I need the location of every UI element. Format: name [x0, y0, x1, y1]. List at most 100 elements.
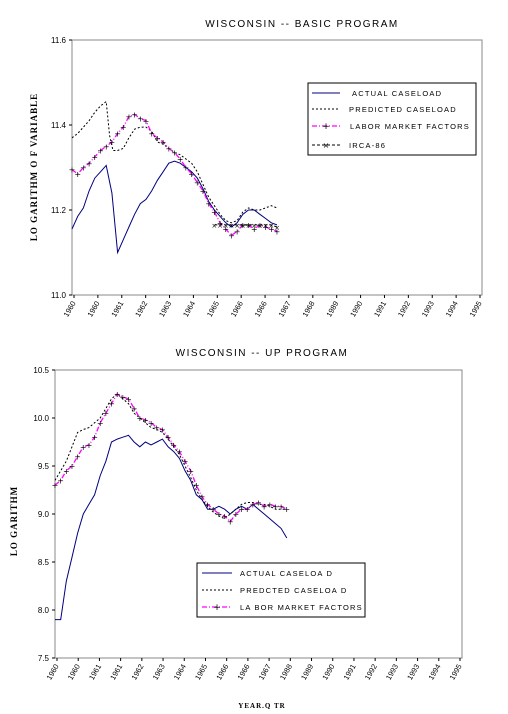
top-point-labor-market-factors: +	[114, 130, 121, 139]
top-point-irca-86: ×	[211, 222, 217, 230]
top-y-tick-label: 11.4	[51, 121, 67, 130]
bottom-series-predcted-caseloa-d	[54, 393, 287, 520]
top-x-tick-label: 1968	[300, 300, 316, 319]
top-y-tick-label: 11.2	[51, 206, 67, 215]
top-x-ticks: 1960 1960 1961 1962 1963 1964 1965 1966 1966 1967…	[62, 295, 484, 318]
bottom-point-la-bor-market-factors: +	[255, 498, 262, 507]
bottom-point-la-bor-market-factors: +	[199, 493, 206, 502]
top-x-tick-label: 1965	[205, 300, 221, 319]
bottom-point-la-bor-market-factors: +	[170, 441, 177, 450]
top-point-labor-market-factors: +	[251, 225, 258, 234]
bottom-chart: WISCONSIN -- UP PROGRAM LO GARITHM YEAR.…	[9, 348, 464, 710]
bottom-x-tick-label: 1994	[426, 663, 442, 682]
bottom-x-tick-label: 1960	[45, 663, 61, 682]
top-point-labor-market-factors: +	[126, 113, 133, 122]
bottom-point-la-bor-market-factors: +	[227, 518, 234, 527]
bottom-x-tick-label: 1966	[214, 663, 230, 682]
bottom-point-la-bor-market-factors: +	[69, 462, 76, 471]
top-legend-label-irca: IRCA-86	[349, 141, 386, 150]
top-point-labor-market-factors: +	[171, 149, 178, 158]
top-x-tick-label: 1964	[181, 300, 197, 319]
top-x-tick-label: 1992	[396, 300, 412, 319]
top-point-labor-market-factors: +	[239, 221, 246, 230]
bottom-point-la-bor-market-factors: +	[142, 416, 149, 425]
bottom-point-la-bor-market-factors: +	[261, 502, 268, 511]
top-point-irca-86: ×	[229, 222, 235, 230]
top-legend-box	[307, 82, 477, 156]
bottom-chart-title: WISCONSIN -- UP PROGRAM	[176, 348, 349, 359]
top-point-labor-market-factors: +	[148, 130, 155, 139]
top-point-labor-market-factors: +	[268, 225, 275, 234]
top-point-labor-market-factors: +	[131, 110, 138, 119]
top-point-irca-86: ×	[263, 222, 269, 230]
top-legend-label-predicted: PREDICTED CASELOAD	[349, 105, 457, 114]
bottom-point-la-bor-market-factors: +	[244, 505, 251, 514]
top-y-tick-label: 11.0	[51, 291, 67, 300]
top-chart-title: WISCONSIN -- BASIC PROGRAM	[205, 19, 398, 30]
top-point-irca-86: ×	[223, 222, 229, 230]
top-point-labor-market-factors: +	[245, 221, 252, 230]
top-point-labor-market-factors: +	[194, 178, 201, 187]
top-point-labor-market-factors: +	[274, 227, 281, 236]
bottom-x-tick-label: 1991	[342, 663, 358, 682]
top-point-irca-86: ×	[246, 222, 252, 230]
bottom-point-la-bor-market-factors: +	[221, 512, 228, 521]
top-point-labor-market-factors: +	[80, 164, 87, 173]
top-point-labor-market-factors: +	[69, 166, 76, 175]
top-x-tick-label: 1993	[420, 300, 436, 319]
top-point-irca-86: ×	[268, 222, 274, 230]
top-series: +++++++++++++++++++++++++++++++++++++× × ×…	[69, 100, 281, 255]
top-point-labor-market-factors: +	[228, 232, 235, 241]
bottom-y-tick-label: 9.0	[38, 510, 50, 519]
top-legend-marker-irca: ×	[323, 141, 330, 150]
bottom-point-la-bor-market-factors: +	[233, 510, 240, 519]
bottom-point-la-bor-market-factors: +	[97, 419, 104, 428]
bottom-legend: ACTUAL CASELOA D PREDCTED CASELOA D + LA…	[196, 562, 366, 618]
top-point-labor-market-factors: +	[103, 142, 110, 151]
bottom-point-la-bor-market-factors: +	[266, 500, 273, 509]
bottom-x-tick-label: 1961	[87, 663, 103, 682]
bottom-point-la-bor-market-factors: +	[52, 481, 59, 490]
top-series-actual-caseload	[71, 160, 278, 255]
top-point-irca-86: ×	[217, 222, 223, 230]
top-x-tick-label: 1966	[229, 300, 245, 319]
top-x-tick-label: 1966	[253, 300, 269, 319]
bottom-y-tick-label: 9.5	[38, 462, 50, 471]
bottom-x-tick-label: 1993	[405, 663, 421, 682]
top-point-labor-market-factors: +	[91, 153, 98, 162]
bottom-x-tick-label: 1992	[363, 663, 379, 682]
top-x-tick-label: 1991	[372, 300, 388, 319]
top-point-labor-market-factors: +	[262, 223, 269, 232]
bottom-x-tick-label: 1988	[278, 663, 294, 682]
top-y-ticks: 11.0 11.2 11.4 11.6	[51, 36, 72, 300]
bottom-series-la-bor-market-factors	[54, 393, 288, 523]
top-point-labor-market-factors: +	[109, 138, 116, 147]
bottom-y-tick-label: 8.0	[38, 606, 50, 615]
bottom-legend-label-labor: LA BOR MARKET FACTORS	[240, 603, 363, 612]
bottom-x-ticks: 1960 1960 1961 1961 1962 1963 1964 1965 1966 1966…	[45, 658, 464, 681]
bottom-point-la-bor-market-factors: +	[86, 441, 93, 450]
bottom-point-la-bor-market-factors: +	[131, 404, 138, 413]
bottom-point-la-bor-market-factors: +	[91, 433, 98, 442]
bottom-x-tick-label: 1965	[193, 663, 209, 682]
bottom-point-la-bor-market-factors: +	[238, 505, 245, 514]
top-point-irca-86: ×	[234, 222, 240, 230]
bottom-x-tick-label: 1967	[257, 663, 273, 682]
bottom-legend-marker-labor: +	[213, 603, 221, 613]
top-x-tick-label: 1961	[109, 300, 125, 319]
bottom-point-la-bor-market-factors: +	[153, 424, 160, 433]
bottom-x-axis-label: YEAR.Q TR	[238, 702, 285, 710]
bottom-point-la-bor-market-factors: +	[148, 419, 155, 428]
bottom-point-la-bor-market-factors: +	[272, 502, 279, 511]
bottom-point-la-bor-market-factors: +	[249, 500, 256, 509]
top-point-labor-market-factors: +	[205, 200, 212, 209]
bottom-x-tick-label: 1989	[299, 663, 315, 682]
top-point-labor-market-factors: +	[143, 117, 150, 126]
bottom-point-la-bor-market-factors: +	[63, 467, 70, 476]
top-legend-marker-labor: +	[322, 122, 330, 132]
bottom-x-tick-label: 1966	[235, 663, 251, 682]
top-point-labor-market-factors: +	[137, 115, 144, 124]
bottom-point-la-bor-market-factors: +	[204, 500, 211, 509]
top-point-labor-market-factors: +	[177, 155, 184, 164]
